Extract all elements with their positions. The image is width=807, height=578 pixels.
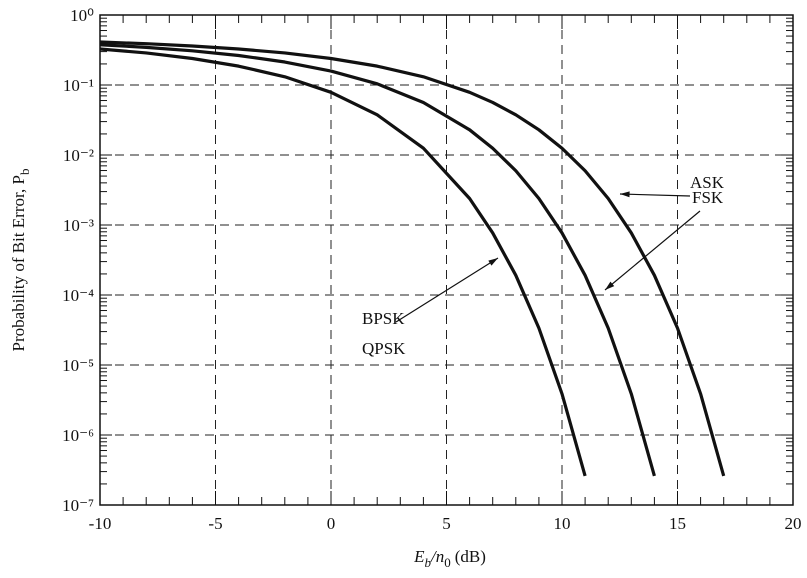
y-tick-label: 10⁻⁶ <box>62 426 94 445</box>
x-axis-label-sub: b <box>424 555 431 570</box>
annotation-arrow <box>604 210 701 291</box>
plot-frame <box>99 14 794 506</box>
x-tick-label: -5 <box>208 514 222 533</box>
annotation-arrowhead <box>605 281 615 290</box>
annotation-arrow <box>619 193 691 197</box>
x-axis-label: Eb/n0 (dB) <box>413 547 486 570</box>
curve <box>99 43 656 477</box>
y-tick-label: 10⁻⁷ <box>62 496 94 515</box>
annotation-arrowhead <box>620 191 630 198</box>
y-axis-label: Probability of Bit Error, Pb <box>9 169 32 352</box>
annotation-arrow <box>395 257 499 323</box>
x-tick-label: 0 <box>327 514 336 533</box>
y-axis-label-sub: b <box>17 169 32 176</box>
series-label: ASK <box>690 173 725 192</box>
annotation: QPSK <box>362 339 406 358</box>
y-axis-label-main: Probability of Bit Error, P <box>9 175 28 351</box>
x-axis-label-part: (dB) <box>455 547 486 566</box>
x-tick-label: 5 <box>442 514 451 533</box>
y-tick-label: 10⁻⁴ <box>62 286 94 305</box>
curve <box>99 47 587 477</box>
y-tick-label: 10⁻² <box>63 146 94 165</box>
y-tick-label: 10⁰ <box>70 6 94 25</box>
x-tick-label: 15 <box>669 514 686 533</box>
curve <box>99 40 726 477</box>
y-tick-label: 10⁻³ <box>63 216 94 235</box>
x-axis-label-sub: 0 <box>444 555 451 570</box>
y-tick-label: 10⁻¹ <box>63 76 94 95</box>
x-tick-label: 10 <box>554 514 571 533</box>
x-axis-label-part: /n <box>430 547 444 566</box>
y-tick-label: 10⁻⁵ <box>62 356 94 375</box>
series-label: FSK <box>692 188 724 207</box>
x-tick-label: -10 <box>89 514 112 533</box>
x-tick-label: 20 <box>785 514 802 533</box>
series-label: BPSK <box>362 309 405 328</box>
annotation-arrowhead <box>488 258 498 266</box>
x-axis-label-part: E <box>413 547 425 566</box>
